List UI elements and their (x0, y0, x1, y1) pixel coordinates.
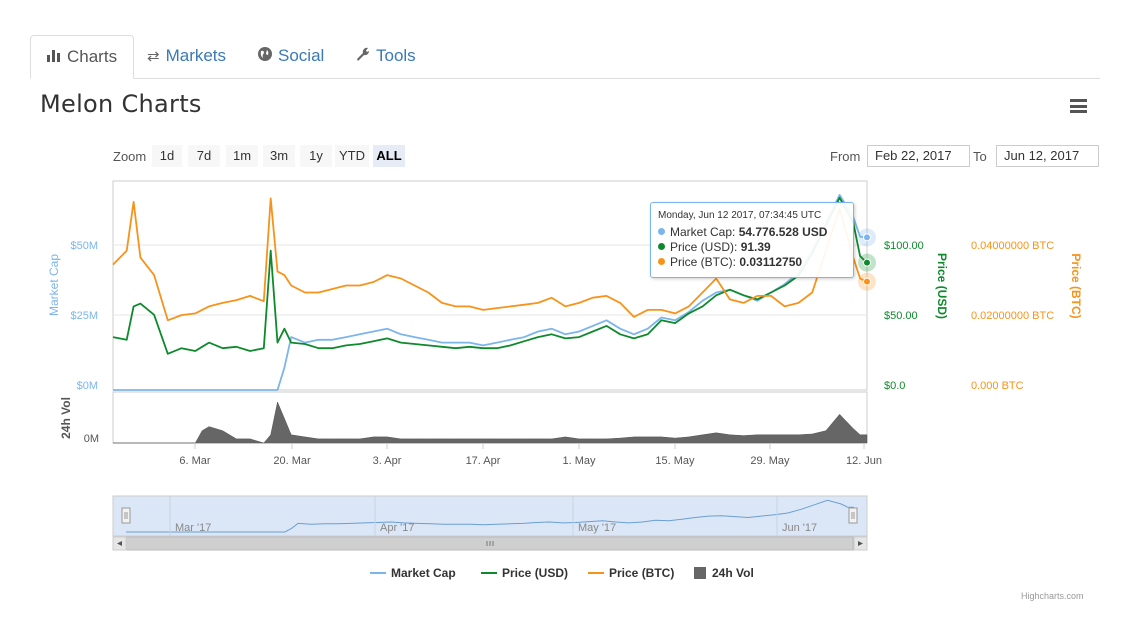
legend-item-24h-vol[interactable]: 24h Vol (694, 566, 754, 580)
tab-label: Tools (376, 46, 416, 65)
volume-area (113, 401, 868, 444)
price-btc-axis-title: Price (BTC) (1069, 253, 1083, 318)
tab-social[interactable]: Social (242, 35, 340, 77)
x-tick-label: 3. Apr (373, 455, 402, 467)
price-btc-tick-label: 0.000 BTC (971, 380, 1024, 392)
navigator-tick-label: May '17 (578, 522, 616, 534)
tab-label: Social (278, 46, 325, 65)
x-tick-label: 17. Apr (466, 455, 501, 467)
market-cap-tick-label: $25M (70, 310, 98, 322)
tab-tools[interactable]: Tools (340, 35, 432, 77)
to-label: To (973, 149, 987, 164)
navigator-background (112, 495, 868, 537)
x-tick-label: 29. May (750, 455, 790, 467)
market-cap-axis-title: Market Cap (47, 254, 61, 316)
navigator-left-handle[interactable] (121, 507, 131, 524)
chart-tooltip: Monday, Jun 12 2017, 07:34:45 UTC Market… (650, 202, 854, 278)
price-usd-tick-label: $0.0 (884, 380, 905, 392)
highcharts-credits[interactable]: Highcharts.com (1021, 591, 1084, 601)
tab-label: Charts (67, 47, 118, 66)
navigator-right-handle[interactable] (848, 507, 858, 524)
exchange-icon: ⇄ (147, 48, 160, 65)
zoom-button-3m[interactable]: 3m (263, 145, 295, 167)
zoom-button-7d[interactable]: 7d (188, 145, 220, 167)
price-btc-tick-label: 0.04000000 BTC (971, 240, 1054, 252)
left-arrow-glyph (117, 541, 122, 546)
legend-item-market-cap[interactable]: Market Cap (370, 566, 456, 580)
hamburger-menu-icon[interactable] (1070, 99, 1087, 113)
x-tick-label: 6. Mar (179, 455, 211, 467)
price-btc-line (112, 197, 868, 322)
right-arrow-glyph (858, 541, 863, 546)
zoom-button-1y[interactable]: 1y (300, 145, 332, 167)
legend-item-price-usd[interactable]: Price (USD) (481, 566, 568, 580)
from-date-input[interactable]: Feb 22, 2017 (867, 145, 970, 167)
x-tick-label: 15. May (655, 455, 695, 467)
navigator-series (126, 499, 855, 533)
zoom-button-1d[interactable]: 1d (152, 145, 182, 167)
tab-label: Markets (165, 46, 227, 65)
tooltip-row-market-cap: Market Cap: 54.776.528 USD (658, 225, 827, 239)
price-usd-line (112, 196, 868, 355)
volume-axis-title: 24h Vol (59, 397, 73, 439)
x-tick-label: 20. Mar (273, 455, 311, 467)
market-cap-hover-marker (863, 233, 871, 242)
market-cap-tick-label: $0M (77, 380, 98, 392)
x-tick-label: 1. May (562, 455, 596, 467)
from-label: From (830, 149, 861, 164)
volume-tick-label: 0M (84, 433, 99, 445)
market-cap-tick-label: $50M (70, 240, 98, 252)
wrench-icon (356, 36, 370, 78)
zoom-button-ytd[interactable]: YTD (335, 145, 369, 167)
tooltip-row-price-usd: Price (USD): 91.39 (658, 240, 771, 254)
bar-chart-icon (47, 37, 61, 79)
tab-bar: Charts ⇄ Markets Social Tools (30, 35, 1100, 79)
globe-icon (258, 36, 272, 78)
navigator-tick-label: Apr '17 (380, 522, 415, 534)
price-btc-hover-marker (863, 277, 871, 286)
tab-markets[interactable]: ⇄ Markets (131, 35, 242, 77)
tooltip-date: Monday, Jun 12 2017, 07:34:45 UTC (658, 210, 822, 221)
to-date-input[interactable]: Jun 12, 2017 (996, 145, 1099, 167)
price-btc-tick-label: 0.02000000 BTC (971, 310, 1054, 322)
navigator-tick-label: Jun '17 (782, 522, 817, 534)
price-usd-tick-label: $50.00 (884, 310, 918, 322)
price-usd-axis-title: Price (USD) (935, 253, 949, 319)
zoom-button-1m[interactable]: 1m (226, 145, 258, 167)
navigator-tick-label: Mar '17 (175, 522, 211, 534)
tooltip-row-price-btc: Price (BTC): 0.03112750 (658, 255, 802, 269)
x-tick-label: 12. Jun (846, 455, 882, 467)
price-usd-hover-marker (863, 258, 871, 267)
page-title: Melon Charts (40, 90, 202, 118)
zoom-label: Zoom (113, 149, 147, 164)
tab-charts[interactable]: Charts (30, 35, 135, 79)
legend-item-price-btc[interactable]: Price (BTC) (588, 566, 674, 580)
price-usd-tick-label: $100.00 (884, 240, 924, 252)
zoom-button-all[interactable]: ALL (373, 145, 405, 167)
